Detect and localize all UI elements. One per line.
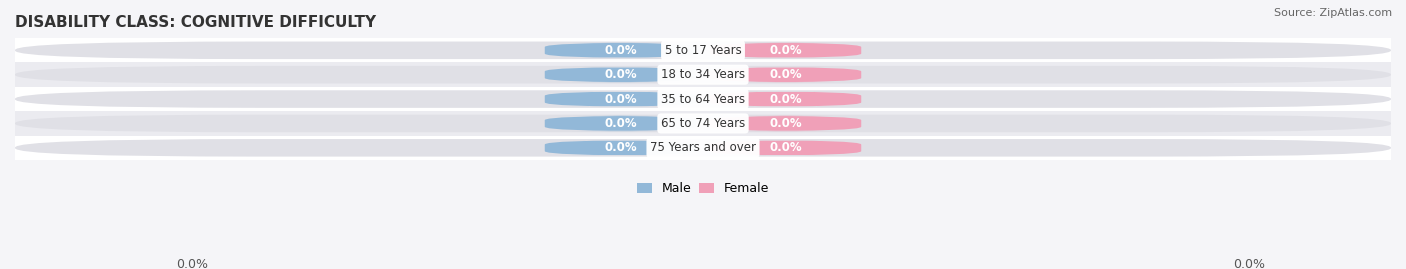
FancyBboxPatch shape bbox=[15, 115, 1391, 132]
FancyBboxPatch shape bbox=[710, 116, 862, 131]
FancyBboxPatch shape bbox=[544, 67, 696, 82]
Text: 0.0%: 0.0% bbox=[769, 44, 801, 57]
FancyBboxPatch shape bbox=[710, 140, 862, 155]
Text: 75 Years and over: 75 Years and over bbox=[650, 141, 756, 154]
Text: 0.0%: 0.0% bbox=[605, 117, 637, 130]
FancyBboxPatch shape bbox=[544, 116, 696, 131]
Text: 18 to 34 Years: 18 to 34 Years bbox=[661, 68, 745, 81]
Text: 0.0%: 0.0% bbox=[769, 117, 801, 130]
Legend: Male, Female: Male, Female bbox=[631, 177, 775, 200]
FancyBboxPatch shape bbox=[544, 91, 696, 107]
Bar bbox=[15, 111, 1391, 136]
FancyBboxPatch shape bbox=[544, 140, 696, 155]
FancyBboxPatch shape bbox=[544, 43, 696, 58]
Text: Source: ZipAtlas.com: Source: ZipAtlas.com bbox=[1274, 8, 1392, 18]
FancyBboxPatch shape bbox=[710, 67, 862, 82]
Bar bbox=[15, 38, 1391, 62]
Text: 0.0%: 0.0% bbox=[769, 68, 801, 81]
Text: 0.0%: 0.0% bbox=[605, 141, 637, 154]
FancyBboxPatch shape bbox=[15, 66, 1391, 83]
Text: 5 to 17 Years: 5 to 17 Years bbox=[665, 44, 741, 57]
FancyBboxPatch shape bbox=[15, 139, 1391, 157]
Text: 35 to 64 Years: 35 to 64 Years bbox=[661, 93, 745, 105]
Text: 0.0%: 0.0% bbox=[605, 44, 637, 57]
FancyBboxPatch shape bbox=[710, 43, 862, 58]
FancyBboxPatch shape bbox=[15, 41, 1391, 59]
Bar bbox=[15, 62, 1391, 87]
Text: DISABILITY CLASS: COGNITIVE DIFFICULTY: DISABILITY CLASS: COGNITIVE DIFFICULTY bbox=[15, 15, 377, 30]
Text: 0.0%: 0.0% bbox=[176, 258, 208, 269]
Bar bbox=[15, 87, 1391, 111]
Text: 65 to 74 Years: 65 to 74 Years bbox=[661, 117, 745, 130]
Text: 0.0%: 0.0% bbox=[1233, 258, 1265, 269]
Text: 0.0%: 0.0% bbox=[769, 93, 801, 105]
Text: 0.0%: 0.0% bbox=[769, 141, 801, 154]
FancyBboxPatch shape bbox=[710, 91, 862, 107]
Text: 0.0%: 0.0% bbox=[605, 68, 637, 81]
FancyBboxPatch shape bbox=[15, 90, 1391, 108]
Text: 0.0%: 0.0% bbox=[605, 93, 637, 105]
Bar bbox=[15, 136, 1391, 160]
